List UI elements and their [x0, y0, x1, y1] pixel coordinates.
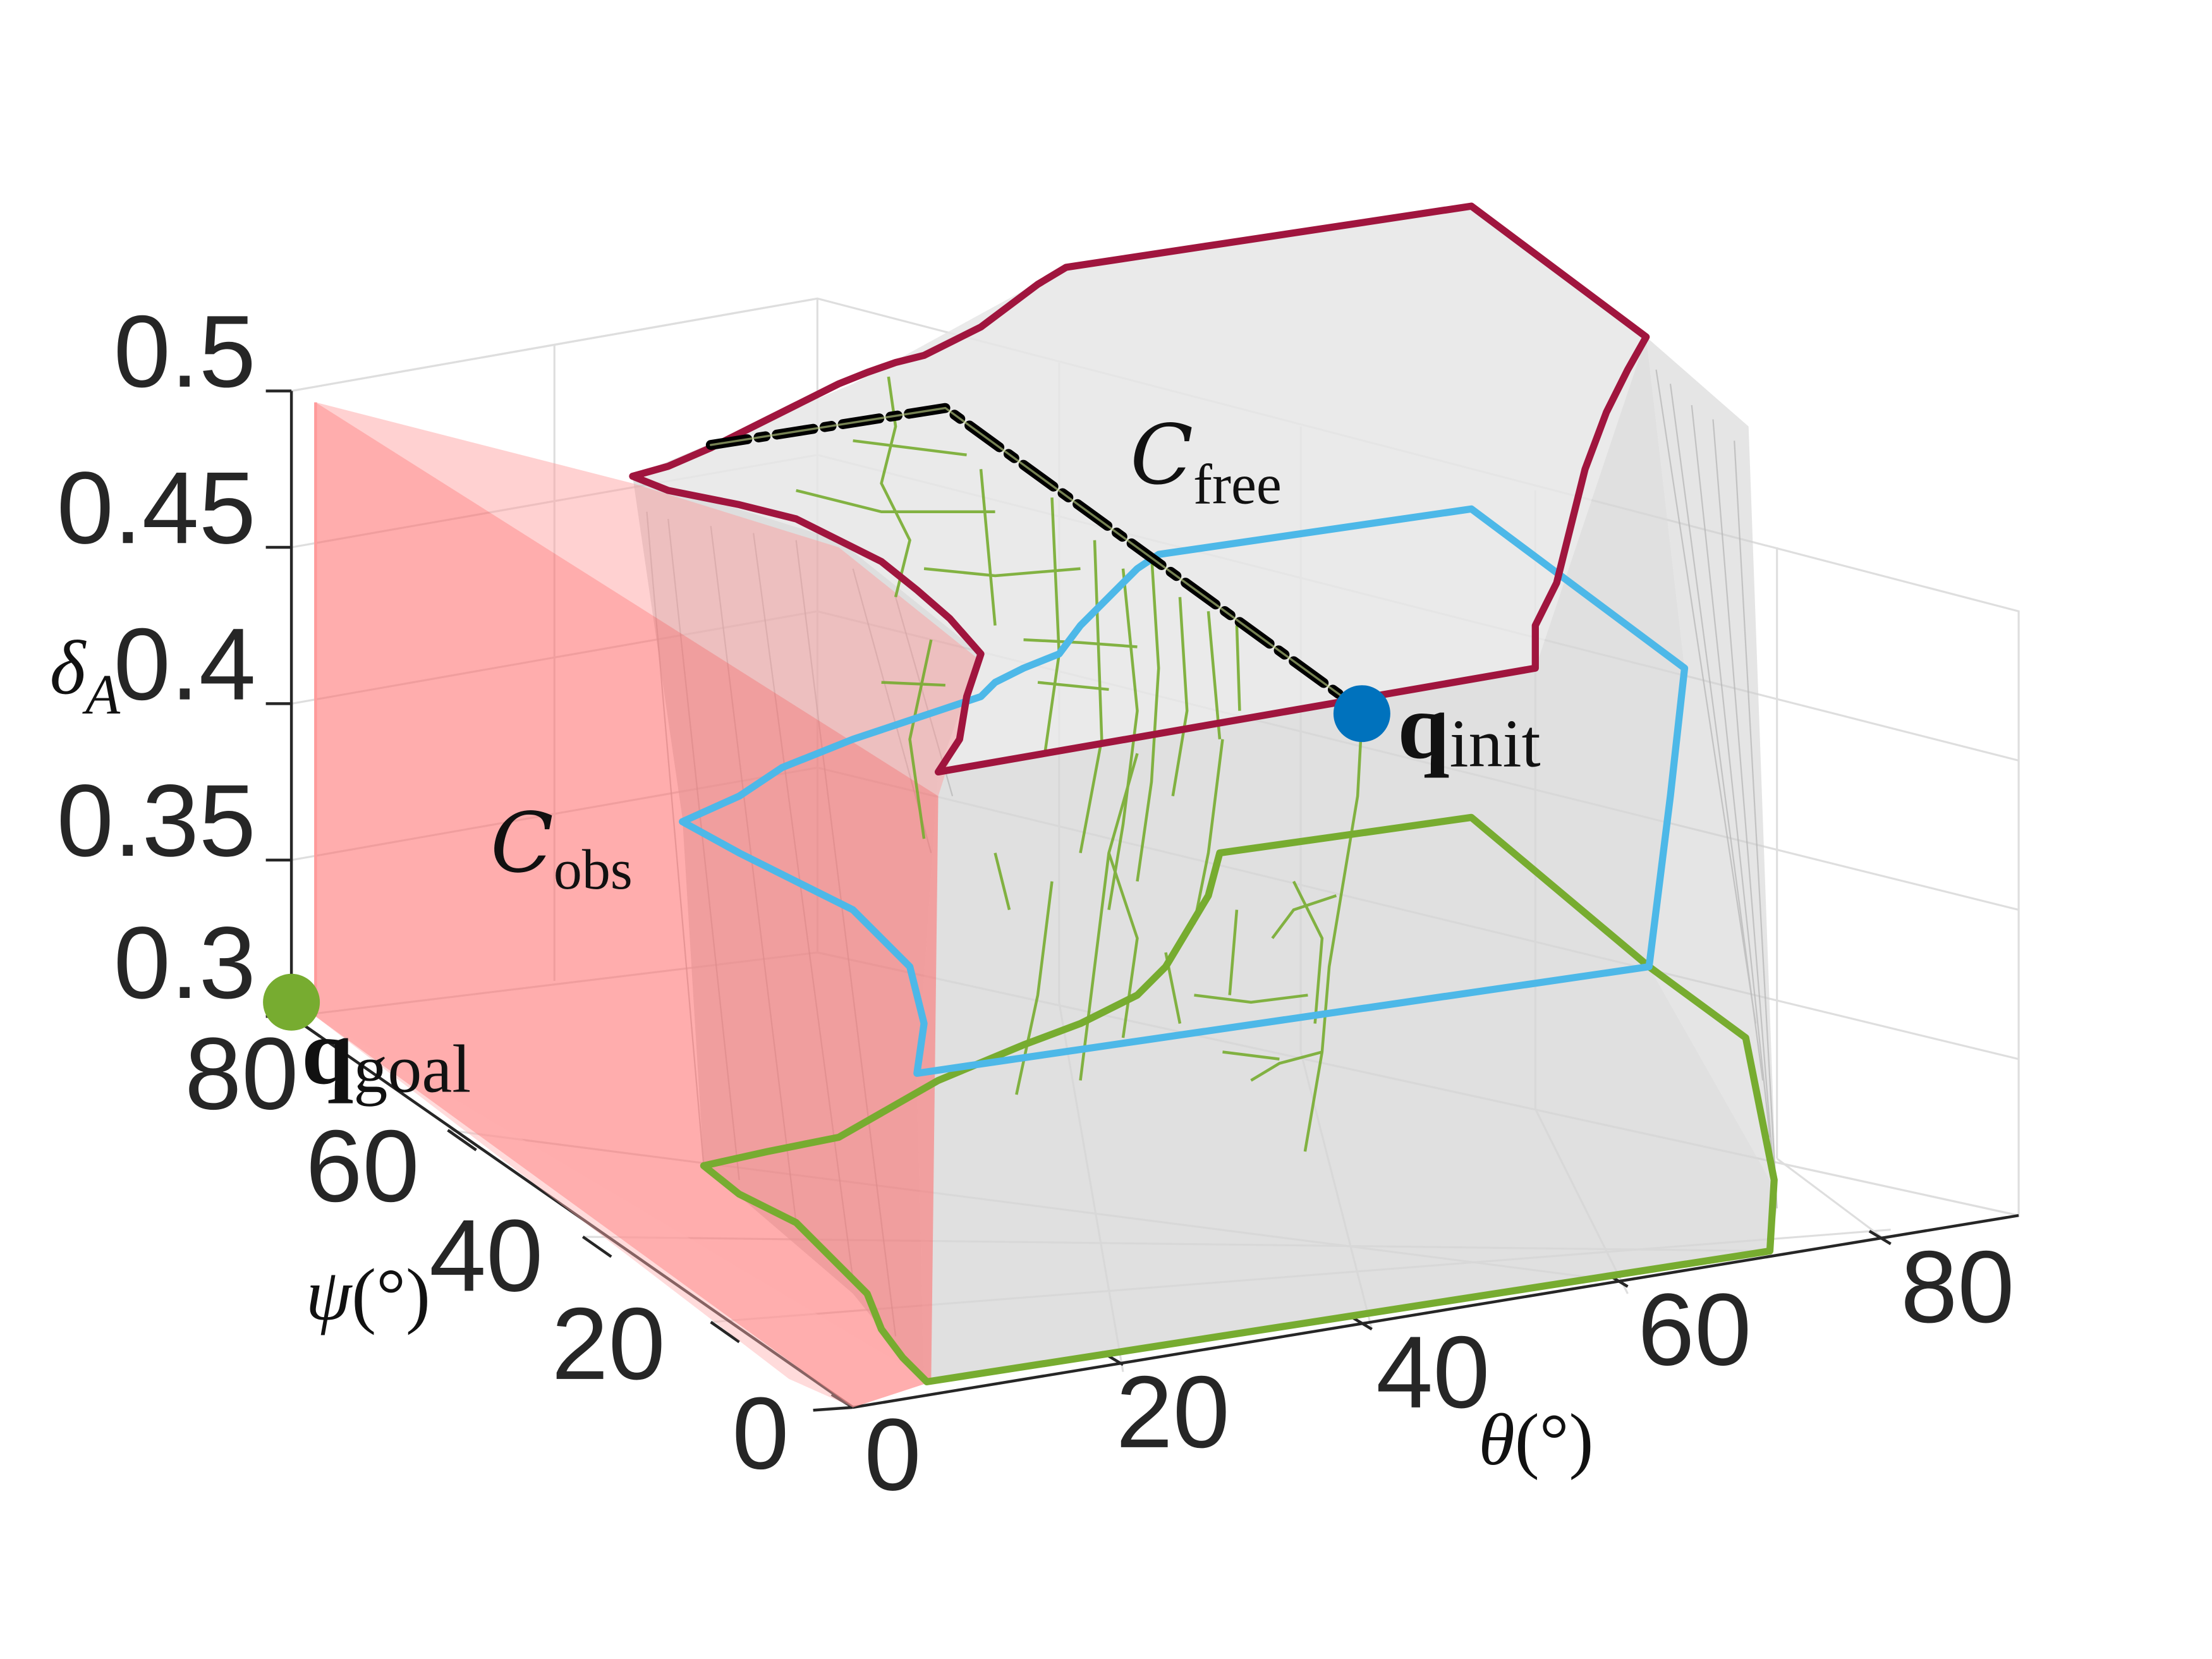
psi-axis-label: ψ(°) — [306, 1254, 430, 1335]
theta-tick-labels: 0 20 40 60 80 — [865, 1230, 2015, 1512]
psi-tick-label: 20 — [552, 1287, 665, 1401]
theta-tick-label: 60 — [1638, 1272, 1751, 1387]
z-tick-labels: 0.5 0.45 0.4 0.35 0.3 — [57, 295, 256, 1020]
obstacle-region — [314, 402, 981, 1407]
q-init-label: qinit — [1397, 675, 1541, 781]
q-goal-label: qgoal — [301, 1000, 471, 1107]
theta-tick-label: 20 — [1116, 1355, 1230, 1469]
bottom-boundary-line — [700, 813, 1778, 1385]
solution-path — [705, 403, 1367, 716]
theta-tick-label: 0 — [865, 1397, 921, 1512]
c-free-label: Cfree — [1130, 407, 1282, 516]
z-tick-label: 0.4 — [114, 607, 256, 722]
z-tick-label: 0.45 — [57, 451, 256, 565]
theta-axis-label: θ(°) — [1478, 1399, 1593, 1481]
psi-tick-label: 0 — [732, 1376, 789, 1491]
z-tick-label: 0.35 — [57, 763, 256, 878]
top-boundary-line — [629, 202, 1650, 776]
q-goal-marker — [263, 973, 320, 1031]
psi-tick-label: 60 — [305, 1109, 419, 1224]
psi-tick-labels: 80 60 40 20 0 — [185, 1016, 789, 1490]
c-obs-label: Cobs — [490, 795, 633, 901]
z-axis-label: δA — [50, 626, 121, 726]
q-init-marker — [1333, 685, 1390, 743]
theta-tick-label: 40 — [1376, 1315, 1490, 1430]
psi-tick-label: 40 — [429, 1198, 543, 1313]
z-tick-label: 0.3 — [114, 906, 256, 1020]
psi-tick-label: 80 — [185, 1016, 298, 1131]
z-axis — [265, 389, 293, 1018]
z-tick-label: 0.5 — [114, 295, 256, 409]
middle-boundary-line — [679, 505, 1689, 1077]
theta-tick-label: 80 — [1900, 1230, 2014, 1344]
